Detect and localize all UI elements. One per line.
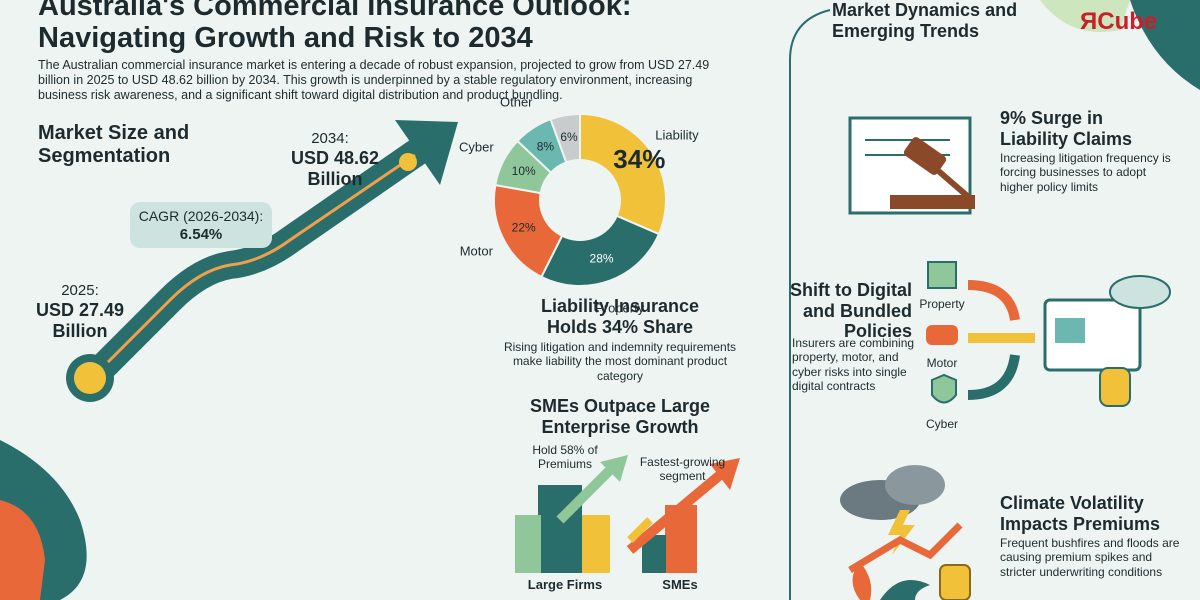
decor [0, 500, 45, 600]
value-label: 28% [590, 251, 614, 265]
building-label: Large Firms [527, 577, 603, 592]
car-icon [926, 325, 958, 345]
decor [1130, 0, 1200, 90]
section-heading: Liability Insurance Holds 34% Share [540, 296, 700, 337]
donut: 34%Liability 28% Property 22% Motor 10% Cyber 8… [459, 95, 699, 316]
shield-icon [931, 373, 957, 404]
arrow [627, 517, 653, 543]
title-line: Australia's Commercial Insurance Outlook… [38, 0, 632, 22]
arrow-head [395, 120, 458, 185]
section-text: Rising litigation and indemnity requirem… [503, 340, 737, 383]
pie-slice [579, 112, 667, 236]
trend-heading: Shift to Digital and Bundled Policies [790, 280, 912, 342]
value-label: 22% [512, 220, 536, 234]
screen [1043, 298, 1142, 372]
decor [1040, 0, 1130, 32]
value-label: USD 48.62 Billion [290, 148, 380, 189]
pie-slice [493, 183, 564, 279]
year-label: 2034: [311, 130, 349, 147]
category-label: Other [500, 95, 533, 110]
category-label: Cyber [459, 139, 494, 154]
section-heading: Market Size and Segmentation [38, 122, 190, 167]
category-label: Liability [655, 128, 699, 143]
section-heading: Market Dynamics and Emerging Trends [832, 0, 1018, 41]
fire [852, 562, 872, 600]
year-label: 2025: [61, 282, 99, 299]
house-icon [927, 261, 957, 289]
logo: ЯCube [1080, 8, 1158, 35]
category-label: Property [595, 300, 645, 315]
end-dot [399, 153, 417, 171]
divider [789, 9, 831, 600]
gavel [903, 137, 947, 175]
cagr-label: CAGR (2026-2034): [138, 208, 264, 224]
wave [880, 580, 930, 600]
database [1099, 367, 1131, 407]
gavel-base [890, 195, 975, 209]
value-label: 8% [537, 140, 555, 154]
trend-heading: 9% Surge in Liability Claims [1000, 108, 1133, 149]
flow-arrow [967, 354, 1020, 400]
value-label: 34% [613, 144, 665, 174]
arrow [600, 455, 628, 482]
building [582, 515, 610, 573]
cagr-value: 6.54% [179, 226, 223, 243]
arrow [710, 458, 740, 490]
arrow [556, 466, 614, 524]
pie-slice [540, 214, 661, 287]
value-label: USD 27.49 Billion [35, 300, 125, 341]
note: Fastest-growing segment [639, 455, 726, 484]
gavel-handle [933, 165, 974, 203]
category-label: Motor [460, 243, 494, 258]
building-label: SMEs [662, 577, 698, 592]
note: Hold 58% of Premiums [532, 443, 598, 472]
icon-label: Property [919, 297, 965, 311]
title-line: Navigating Growth and Risk to 2034 [38, 22, 533, 54]
trend-heading: Climate Volatility Impacts Premiums [1000, 493, 1161, 534]
coins [939, 564, 971, 600]
rising-arrow [848, 522, 963, 574]
trend-text: Insurers are combining property, motor, … [792, 336, 915, 394]
screen-part [1055, 318, 1085, 343]
cloud [1109, 275, 1171, 309]
trend-text: Frequent bushfires and floods are causin… [1000, 536, 1180, 579]
value-label: 6% [560, 130, 578, 144]
cagr-box [130, 202, 272, 248]
lightning [888, 510, 915, 555]
icon-label: Motor [926, 356, 958, 370]
arrow-line [88, 153, 416, 382]
building [515, 515, 541, 573]
icon-label: Cyber [925, 417, 958, 431]
flow-arrow [967, 280, 1020, 321]
section-heading: SMEs Outpace Large Enterprise Growth [529, 396, 711, 437]
storm-cloud [885, 465, 945, 505]
pie-slice [549, 112, 581, 164]
trend-text: Increasing litigation frequency is forci… [1000, 151, 1171, 194]
arrow [626, 471, 724, 554]
value-label: 10% [512, 164, 536, 178]
start-dot [74, 362, 106, 394]
intro: The Australian commercial insurance mark… [38, 58, 710, 102]
